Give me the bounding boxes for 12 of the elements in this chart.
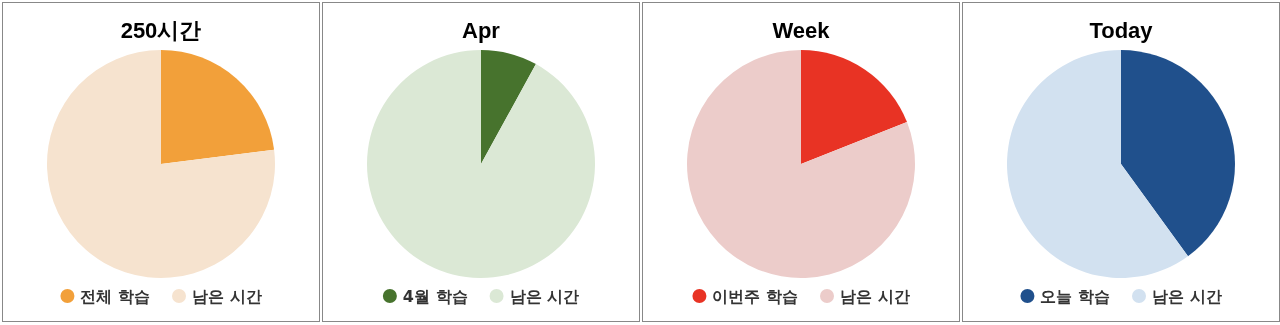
legend-label: 오늘 학습	[1040, 287, 1110, 306]
chart-title: Today	[1089, 18, 1154, 43]
legend-label: 4월 학습	[402, 287, 468, 306]
chart-title: Apr	[462, 18, 501, 43]
legend-label: 남은 시간	[1152, 287, 1222, 306]
legend-label: 이번주 학습	[712, 287, 798, 306]
legend-label: 전체 학습	[80, 287, 150, 306]
chart-title: Week	[772, 18, 831, 43]
legend-label: 남은 시간	[509, 287, 580, 306]
legend-label: 남은 시간	[192, 287, 262, 306]
chart-title: 250시간	[120, 18, 202, 43]
legend-label: 남은 시간	[840, 287, 910, 306]
